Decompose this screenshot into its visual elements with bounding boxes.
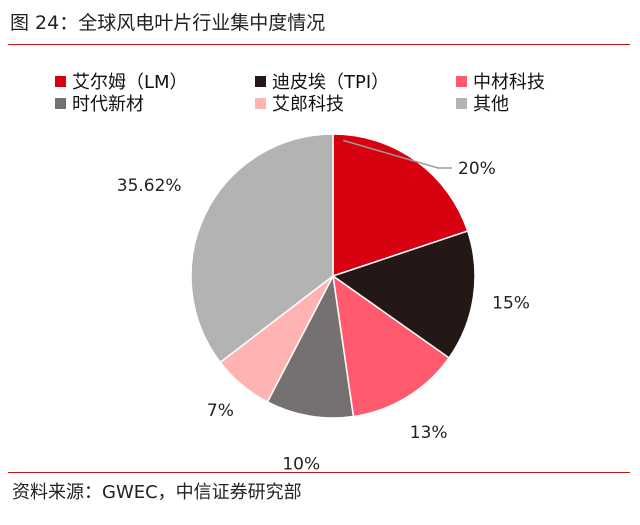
pie-slice-2 xyxy=(332,274,451,418)
pie-slice-5 xyxy=(190,133,334,364)
legend-label-others: 其他 xyxy=(473,94,509,115)
legend-swatch-lm xyxy=(55,75,66,87)
figure-source: 资料来源：GWEC，中信证券研究部 xyxy=(12,482,302,503)
legend-swatch-tpi xyxy=(255,75,266,87)
slice-label-5: 35.62% xyxy=(117,176,182,196)
slice-label-3: 10% xyxy=(282,454,320,474)
source-divider xyxy=(8,472,630,473)
slice-leader-line-0 xyxy=(342,139,452,169)
pie-slice-1 xyxy=(331,230,476,359)
legend-label-tpi: 迪皮埃（TPI） xyxy=(272,72,390,93)
figure-title: 图 24：全球风电叶片行业集中度情况 xyxy=(10,12,326,34)
legend-label-sinoma: 中材科技 xyxy=(473,72,545,93)
slice-label-0: 20% xyxy=(458,159,496,179)
legend-item-times: 时代新材 xyxy=(55,90,144,116)
legend-swatch-others xyxy=(456,97,467,109)
slice-label-4: 7% xyxy=(207,401,234,421)
legend-item-lm: 艾尔姆（LM） xyxy=(55,68,188,94)
title-divider xyxy=(8,44,630,45)
legend-label-aeolon: 艾郎科技 xyxy=(272,94,344,115)
legend-item-others: 其他 xyxy=(456,90,509,116)
pie-slice-0 xyxy=(332,133,469,278)
slice-label-2: 13% xyxy=(410,423,448,443)
legend-swatch-sinoma xyxy=(456,75,467,87)
legend-label-times: 时代新材 xyxy=(72,94,144,115)
legend-label-lm: 艾尔姆（LM） xyxy=(72,72,188,93)
legend-swatch-times xyxy=(55,97,66,109)
slice-label-1: 15% xyxy=(492,293,530,313)
legend-swatch-aeolon xyxy=(255,97,266,109)
legend-item-tpi: 迪皮埃（TPI） xyxy=(255,68,389,94)
legend-item-aeolon: 艾郎科技 xyxy=(255,90,344,116)
pie-slice-3 xyxy=(266,273,355,419)
legend-item-sinoma: 中材科技 xyxy=(456,68,545,94)
